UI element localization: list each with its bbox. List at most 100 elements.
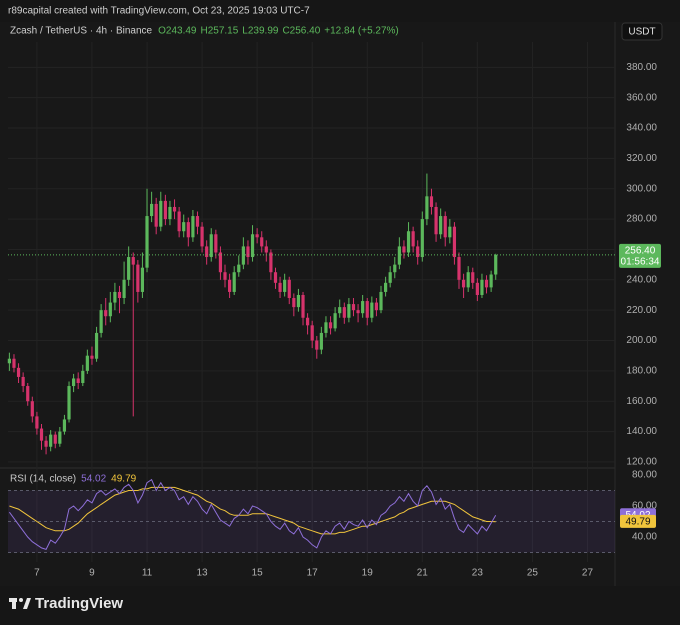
y-tick-label: 240.00	[626, 274, 657, 285]
candle-body	[269, 252, 273, 273]
candle-body	[296, 294, 301, 308]
candle-body	[461, 279, 466, 288]
candle-body	[241, 246, 245, 265]
candle-body	[273, 272, 278, 283]
x-tick-label: 19	[362, 568, 374, 579]
candle-body	[411, 231, 415, 247]
candle-body	[278, 282, 282, 292]
logo-shape	[19, 598, 23, 602]
candle-body	[145, 216, 149, 268]
candle-body	[39, 428, 44, 441]
candle-body	[7, 358, 11, 364]
candle-body	[448, 226, 452, 238]
candle-body	[466, 272, 470, 288]
x-tick-label: 15	[252, 568, 264, 579]
candle-body	[195, 216, 200, 227]
candle-body	[494, 254, 498, 275]
x-tick-label: 23	[472, 568, 484, 579]
candle-body	[168, 206, 172, 220]
candle-body	[62, 419, 67, 432]
y-tick-label: 280.00	[626, 214, 657, 225]
candle-body	[361, 301, 365, 314]
candle-body	[420, 219, 424, 258]
candle-body	[218, 252, 223, 273]
rsi-line	[8, 478, 497, 551]
ohlc-legend-value: O243.49	[158, 26, 197, 37]
currency-label[interactable]: USDT	[628, 27, 655, 38]
candle-body	[85, 355, 89, 371]
y-tick-label: 120.00	[626, 457, 657, 468]
candle-body	[136, 264, 140, 292]
candle-body	[205, 246, 209, 258]
ohlc-legend-value: H257.15	[200, 26, 238, 37]
candle-body	[425, 196, 429, 220]
symbol-legend: Zcash / TetherUS · 4h · Binance	[10, 26, 153, 37]
candle-body	[172, 206, 177, 212]
rsi-ma-legend-value: 49.79	[111, 474, 136, 485]
rsi-ma-line	[9, 486, 496, 535]
candle-body	[402, 246, 406, 253]
candle-body	[140, 267, 145, 292]
candle-body	[159, 200, 163, 227]
footer-logo: TradingView	[9, 595, 123, 612]
candle-body	[49, 434, 53, 447]
candle-body	[351, 304, 356, 311]
candle-body	[315, 340, 319, 350]
candle-body	[72, 378, 76, 387]
candle-body	[209, 234, 213, 258]
x-tick-label: 27	[582, 568, 594, 579]
candle-body	[182, 222, 186, 232]
candle-body	[264, 246, 268, 253]
countdown: 01:56:34	[621, 257, 660, 268]
candle-body	[292, 298, 296, 308]
y-tick-label: 200.00	[626, 335, 657, 346]
candle-body	[452, 226, 457, 258]
candle-body	[439, 216, 443, 235]
logo-shape	[23, 598, 31, 609]
candle-body	[232, 272, 236, 292]
candle-body	[260, 237, 264, 247]
y-tick-label: 380.00	[626, 62, 657, 73]
rsi-legend: RSI (14, close)	[10, 474, 76, 485]
candle-body	[342, 307, 346, 318]
candle-body	[305, 317, 310, 326]
x-tick-label: 7	[34, 568, 40, 579]
candle-body	[35, 416, 39, 429]
y-tick-label: 340.00	[626, 123, 657, 134]
candle-body	[122, 279, 126, 299]
candle-body	[365, 301, 369, 318]
y-tick-label: 220.00	[626, 305, 657, 316]
last-price-tag	[619, 243, 661, 268]
candle-body	[104, 310, 108, 317]
candle-body	[301, 294, 305, 318]
y-tick-label: 360.00	[626, 92, 657, 103]
candle-body	[67, 386, 71, 420]
candle-body	[475, 282, 479, 295]
candle-body	[150, 203, 154, 217]
candle-body	[108, 302, 112, 317]
y-tick-label: 160.00	[626, 396, 657, 407]
candle-body	[489, 274, 493, 288]
x-tick-label: 17	[307, 568, 319, 579]
y-tick-label: 140.00	[626, 426, 657, 437]
x-tick-label: 9	[89, 568, 95, 579]
x-tick-label: 11	[142, 568, 153, 579]
candle-body	[117, 291, 122, 299]
candle-body	[214, 234, 218, 253]
candle-body	[30, 401, 34, 417]
candle-body	[177, 211, 181, 232]
logo-shape	[12, 598, 16, 609]
candle-body	[200, 226, 204, 247]
candle-body	[131, 257, 135, 265]
candle-body	[76, 378, 80, 384]
candle-body	[283, 279, 287, 292]
candle-body	[443, 216, 447, 238]
currency-button[interactable]	[621, 22, 663, 41]
candle-body	[186, 222, 190, 238]
candle-body	[480, 279, 484, 295]
candle-body	[255, 234, 259, 238]
rsi-tick-label: 80.00	[632, 470, 657, 481]
candle-body	[406, 231, 411, 253]
candle-body	[237, 264, 241, 273]
